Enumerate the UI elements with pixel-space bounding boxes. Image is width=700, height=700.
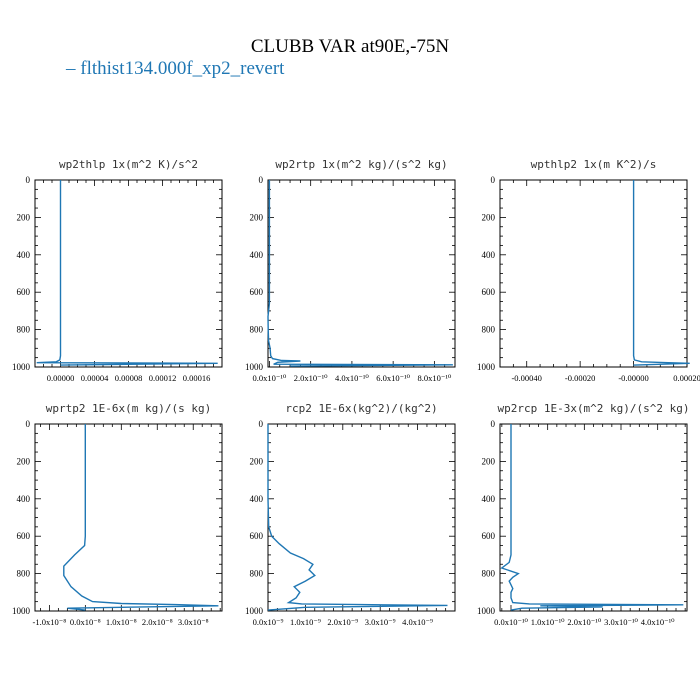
x-tick-label: -1.0x10⁻⁸ xyxy=(33,617,67,627)
y-tick-label: 800 xyxy=(250,569,264,579)
y-tick-label: 0 xyxy=(491,175,496,185)
x-tick-label: 0.00008 xyxy=(115,373,143,383)
panel-3: wpthlp2 1x(m K^2)/s 0 200 400 600 800 1000 -0.0… xyxy=(477,158,700,383)
y-tick-label: 1000 xyxy=(245,362,264,372)
legend-line-icon: – xyxy=(66,58,76,79)
x-tick-label: 0.0x10⁻¹⁰ xyxy=(494,617,528,627)
series-line xyxy=(267,180,453,367)
y-tick-label: 1000 xyxy=(477,362,496,372)
series-line xyxy=(63,424,219,611)
x-tick-label: 0.00012 xyxy=(149,373,177,383)
y-tick-label: 200 xyxy=(250,212,264,222)
plot-frame xyxy=(267,179,456,368)
x-tick-label: 4.0x10⁻⁹ xyxy=(402,617,433,627)
y-tick-label: 600 xyxy=(250,531,264,541)
panel-title: wprtp2 1E-6x(m kg)/(s kg) xyxy=(46,402,212,415)
panel-title: wp2thlp 1x(m^2 K)/s^2 xyxy=(59,158,198,171)
plot-frame xyxy=(267,423,456,612)
x-tick-label: 2.0x10⁻¹⁰ xyxy=(567,617,601,627)
panel-title: wp2rtp 1x(m^2 kg)/(s^2 kg) xyxy=(275,158,447,171)
panel-2: wp2rtp 1x(m^2 kg)/(s^2 kg) 0 200 400 600 800 1… xyxy=(245,158,456,383)
plot-frame xyxy=(499,179,688,368)
y-tick-label: 600 xyxy=(250,287,264,297)
x-tick-label: 0.00000 xyxy=(47,373,75,383)
plot-frame xyxy=(34,179,223,368)
x-tick-label: 2.0x10⁻⁸ xyxy=(142,617,173,627)
y-tick-label: 400 xyxy=(250,250,264,260)
x-tick-label: 4.0x10⁻¹⁰ xyxy=(335,373,369,383)
x-tick-label: 2.0x10⁻⁹ xyxy=(327,617,358,627)
plot-frame xyxy=(499,423,688,612)
y-tick-label: 400 xyxy=(482,250,496,260)
x-tick-label: 0.0x10⁻⁸ xyxy=(70,617,101,627)
panel-1: wp2thlp 1x(m^2 K)/s^2 0 200 400 600 800 1000 0.… xyxy=(12,158,223,383)
y-tick-label: 0 xyxy=(26,419,31,429)
x-tick-label: 0.00004 xyxy=(81,373,109,383)
y-tick-label: 0 xyxy=(491,419,496,429)
y-tick-label: 200 xyxy=(17,212,31,222)
y-tick-label: 800 xyxy=(250,325,264,335)
x-tick-label: 8.0x10⁻¹⁰ xyxy=(417,373,451,383)
x-tick-label: 3.0x10⁻¹⁰ xyxy=(604,617,638,627)
x-tick-label: 2.0x10⁻¹⁰ xyxy=(294,373,328,383)
y-tick-label: 200 xyxy=(482,212,496,222)
y-tick-label: 200 xyxy=(17,456,31,466)
y-tick-label: 0 xyxy=(259,419,264,429)
panel-4: wprtp2 1E-6x(m kg)/(s kg) 0 200 400 600 800 10… xyxy=(12,402,223,627)
y-tick-label: 600 xyxy=(482,531,496,541)
panel-title: wp2rcp 1E-3x(m^2 kg)/(s^2 kg) xyxy=(497,402,689,415)
x-tick-label: 4.0x10⁻¹⁰ xyxy=(641,617,675,627)
x-tick-label: 0.0x10⁻¹⁰ xyxy=(253,373,287,383)
panel-title: wpthlp2 1x(m K^2)/s xyxy=(531,158,657,171)
y-tick-label: 0 xyxy=(26,175,31,185)
series-line xyxy=(36,180,218,366)
y-tick-label: 1000 xyxy=(245,606,264,616)
x-tick-label: 0.00020 xyxy=(673,373,700,383)
y-tick-label: 600 xyxy=(482,287,496,297)
x-tick-label: -0.00040 xyxy=(511,373,541,383)
panel-title: rcp2 1E-6x(kg^2)/(kg^2) xyxy=(285,402,437,415)
chart-title: CLUBB VAR at90E,-75N xyxy=(250,36,450,57)
x-tick-label: -0.00020 xyxy=(565,373,595,383)
x-tick-label: 1.0x10⁻¹⁰ xyxy=(531,617,565,627)
panel-5: rcp2 1E-6x(kg^2)/(kg^2) 0 200 400 600 800 1000… xyxy=(245,402,456,627)
x-tick-label: 3.0x10⁻⁹ xyxy=(365,617,396,627)
x-tick-label: 3.0x10⁻⁸ xyxy=(178,617,209,627)
y-tick-label: 200 xyxy=(250,456,264,466)
x-tick-label: 6.0x10⁻¹⁰ xyxy=(376,373,410,383)
y-tick-label: 800 xyxy=(482,569,496,579)
x-tick-label: 1.0x10⁻⁸ xyxy=(106,617,137,627)
series-line xyxy=(500,424,684,611)
y-tick-label: 400 xyxy=(250,494,264,504)
y-tick-label: 400 xyxy=(17,494,31,504)
panel-6: wp2rcp 1E-3x(m^2 kg)/(s^2 kg)0 200 400 600 8… xyxy=(477,402,690,627)
x-tick-label: 0.00016 xyxy=(183,373,211,383)
x-tick-label: 1.0x10⁻⁹ xyxy=(290,617,321,627)
legend-label: flthist134.000f_xp2_revert xyxy=(80,58,285,79)
y-tick-label: 0 xyxy=(259,175,264,185)
series-line xyxy=(632,180,690,366)
plot-frame xyxy=(34,423,223,612)
legend: – flthist134.000f_xp2_revert xyxy=(66,58,284,80)
y-tick-label: 600 xyxy=(17,287,31,297)
x-tick-label: 0.0x10⁻⁹ xyxy=(253,617,284,627)
y-tick-label: 400 xyxy=(17,250,31,260)
y-tick-label: 600 xyxy=(17,531,31,541)
y-tick-label: 200 xyxy=(482,456,496,466)
y-tick-label: 800 xyxy=(17,325,31,335)
y-tick-label: 800 xyxy=(482,325,496,335)
y-tick-label: 1000 xyxy=(12,362,31,372)
y-tick-label: 1000 xyxy=(477,606,496,616)
y-tick-label: 400 xyxy=(482,494,496,504)
y-tick-label: 800 xyxy=(17,569,31,579)
y-tick-label: 1000 xyxy=(12,606,31,616)
x-tick-label: -0.00000 xyxy=(618,373,648,383)
series-line xyxy=(267,424,448,611)
